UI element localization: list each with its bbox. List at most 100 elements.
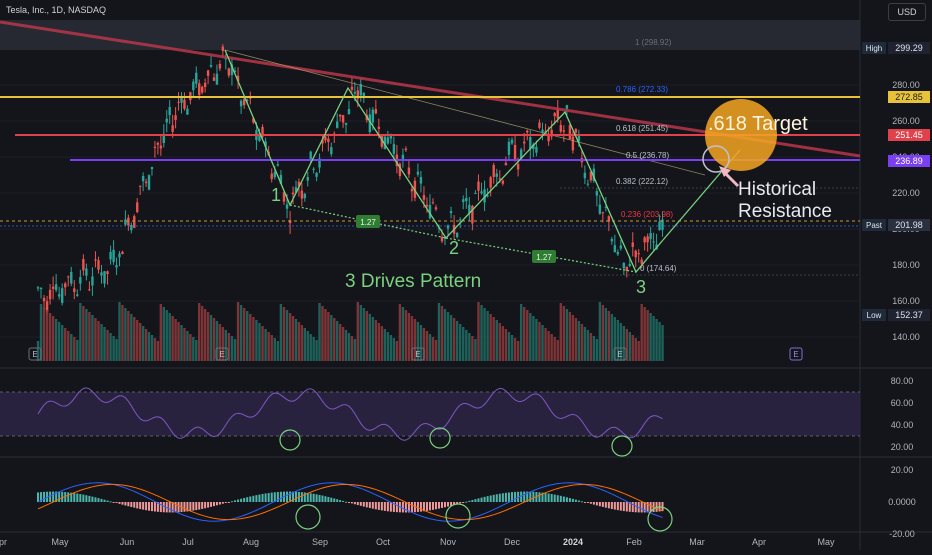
macd-histogram-bar	[526, 491, 529, 502]
rsi-circle	[429, 427, 451, 449]
volume-bar	[133, 317, 136, 361]
macd-histogram-bar	[643, 502, 646, 513]
volume-bar	[652, 316, 655, 361]
macd-histogram-bar	[604, 502, 607, 508]
macd-histogram-bar	[264, 493, 267, 502]
candle-body	[523, 141, 526, 144]
volume-bar	[297, 322, 301, 361]
macd-histogram-bar	[279, 491, 282, 502]
volume-bar	[141, 326, 145, 361]
earnings-marker	[215, 347, 229, 361]
volume-bar	[519, 304, 523, 361]
candle-body	[174, 115, 177, 120]
drive-2-label: 2	[449, 238, 459, 258]
candle-body	[42, 297, 46, 302]
macd-histogram-bar	[483, 496, 486, 502]
candle-body	[171, 125, 174, 132]
macd-histogram-bar	[413, 502, 416, 513]
macd-histogram-bar	[471, 499, 474, 502]
volume-bar	[42, 307, 46, 361]
volume-bar	[580, 324, 584, 361]
ratio-label: 1.27	[536, 253, 552, 262]
macd-histogram-bar	[523, 491, 526, 502]
axis-badge-label: Low	[867, 311, 882, 320]
macd-histogram-bar	[61, 491, 64, 502]
volume-bar	[398, 304, 402, 361]
volume-bar	[82, 306, 85, 361]
candle-body	[242, 98, 246, 106]
axis-badge-value: 272.85	[895, 92, 923, 102]
candle-body	[186, 108, 189, 115]
candle-body	[598, 204, 602, 214]
volume-bar	[559, 303, 562, 361]
volume-bar	[365, 311, 369, 361]
earnings-label: E	[32, 350, 37, 359]
volume-bar	[91, 315, 94, 361]
candle-body	[362, 92, 366, 99]
volume-bar	[118, 302, 121, 361]
candle-body	[236, 75, 240, 82]
macd-histogram-bar	[477, 498, 480, 502]
macd-histogram-bar	[416, 502, 419, 512]
volume-bar	[215, 321, 219, 361]
candle-body	[156, 142, 160, 145]
volume-bar	[483, 308, 486, 361]
axis-badge-label-bg	[862, 309, 886, 321]
candle-body	[446, 225, 450, 229]
candle-body	[233, 70, 237, 73]
axis-badge-value: 152.37	[895, 310, 923, 320]
candle-body	[209, 64, 213, 67]
macd-histogram-bar	[598, 502, 601, 507]
candle-body	[449, 211, 453, 214]
volume-bar	[162, 307, 165, 361]
macd-histogram-bar	[547, 493, 550, 502]
earnings-label: E	[617, 350, 622, 359]
macd-histogram-bar	[139, 502, 142, 510]
volume-bar	[658, 322, 661, 361]
volume-bar	[535, 319, 538, 361]
candle-body	[643, 237, 646, 243]
candle-body	[321, 139, 324, 144]
macd-histogram-bar	[94, 497, 97, 502]
volume-bar	[64, 328, 67, 361]
time-axis-label: Jul	[182, 537, 194, 547]
volume-bar	[452, 318, 456, 361]
macd-histogram-bar	[520, 491, 523, 502]
macd-histogram-bar	[221, 502, 224, 504]
macd-histogram-bar	[359, 502, 362, 506]
candle-body	[91, 276, 94, 286]
volume-bar	[510, 335, 514, 361]
ratio-label: 1.27	[360, 218, 376, 227]
currency-button[interactable]: USD	[888, 3, 926, 21]
candle-body	[586, 183, 590, 185]
volume-bar	[498, 323, 502, 361]
macd-histogram-bar	[425, 502, 428, 511]
candle-body	[513, 144, 517, 161]
volume-bars	[36, 302, 664, 361]
axis-badge-value: 251.45	[895, 130, 923, 140]
macd-histogram-bar	[85, 495, 88, 502]
volume-bar	[562, 306, 566, 361]
macd-histogram-bar	[130, 502, 133, 507]
candle-body	[386, 137, 390, 144]
macd-histogram-bar	[40, 492, 43, 502]
volume-bar	[425, 331, 429, 361]
macd-circle	[445, 503, 471, 529]
macd-histogram-bar	[64, 492, 67, 502]
volume-bar	[383, 329, 387, 361]
volume-bar	[523, 307, 526, 361]
earnings-marker	[411, 347, 425, 361]
volume-bar	[109, 333, 112, 361]
candle-body	[327, 138, 330, 142]
volume-bar	[127, 311, 130, 361]
volume-bar	[374, 320, 378, 361]
volume-bar	[276, 341, 280, 361]
candle-body	[440, 237, 444, 242]
macd-histogram-bar	[186, 502, 189, 512]
macd-histogram-bar	[255, 495, 258, 502]
volume-bar	[48, 313, 52, 361]
candle-body	[115, 265, 118, 268]
macd-histogram-bar	[492, 494, 495, 502]
candle-body	[529, 137, 532, 149]
